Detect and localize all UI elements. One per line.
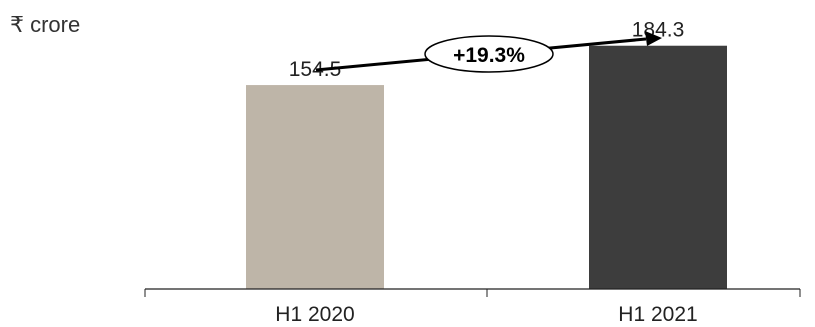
growth-annotation-text: +19.3% [453, 44, 525, 67]
bar-h1-2021 [589, 45, 727, 289]
bars-group [246, 45, 727, 289]
data-labels-group: 154.5 184.3 [289, 19, 685, 81]
unit-label: ₹ crore [10, 12, 81, 37]
growth-arrow-head [645, 31, 662, 46]
bar-h1-2020 [246, 85, 384, 289]
data-label-h1-2021: 184.3 [632, 19, 685, 42]
x-tick-label-h1-2020: H1 2020 [275, 303, 354, 326]
growth-annotation-bubble [424, 35, 554, 73]
x-tick-labels-group: H1 2020 H1 2021 [275, 303, 697, 326]
data-label-h1-2020: 154.5 [289, 58, 342, 81]
x-tick-label-h1-2021: H1 2021 [618, 303, 697, 326]
